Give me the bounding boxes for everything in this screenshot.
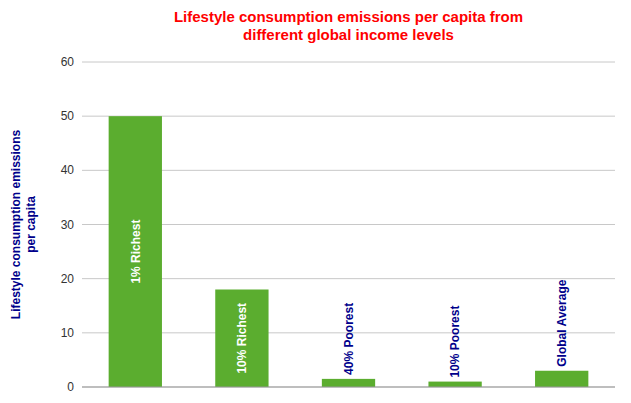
x-axis-line	[82, 387, 615, 388]
grid-line	[82, 62, 615, 63]
y-axis-label: Lifestyle consumption emissionsper capit…	[9, 129, 38, 319]
bar-label: Global Average	[555, 279, 569, 366]
y-tick-label: 0	[67, 380, 74, 394]
grid-line	[82, 387, 615, 388]
y-axis-label-line: Lifestyle consumption emissions	[9, 129, 23, 319]
y-tick-label: 50	[61, 109, 75, 123]
title-line: different global income levels	[243, 26, 454, 43]
bar	[428, 382, 481, 387]
bar-label: 40% Poorest	[342, 303, 356, 375]
bar	[322, 379, 375, 387]
bar	[109, 116, 162, 387]
bar-label: 1% Richest	[129, 220, 143, 284]
y-axis-label-line: per capita	[24, 196, 38, 253]
y-tick-label: 30	[61, 218, 75, 232]
bar	[535, 371, 588, 387]
y-tick-label: 10	[61, 326, 75, 340]
y-tick-label: 60	[61, 55, 75, 69]
bar	[215, 290, 268, 388]
bar-label: 10% Poorest	[448, 306, 462, 378]
bar-labels: 1% Richest 10% Richest 40% Poorest 10% Poor…	[129, 220, 569, 378]
bar-label: 10% Richest	[235, 303, 249, 374]
chart: Lifestyle consumption emissions per capi…	[0, 0, 631, 403]
y-tick-label: 20	[61, 272, 75, 286]
y-tick-label: 40	[61, 163, 75, 177]
bars	[109, 116, 589, 387]
grid	[82, 62, 615, 387]
title: Lifestyle consumption emissions per capi…	[174, 8, 523, 43]
title-line: Lifestyle consumption emissions per capi…	[174, 8, 523, 25]
